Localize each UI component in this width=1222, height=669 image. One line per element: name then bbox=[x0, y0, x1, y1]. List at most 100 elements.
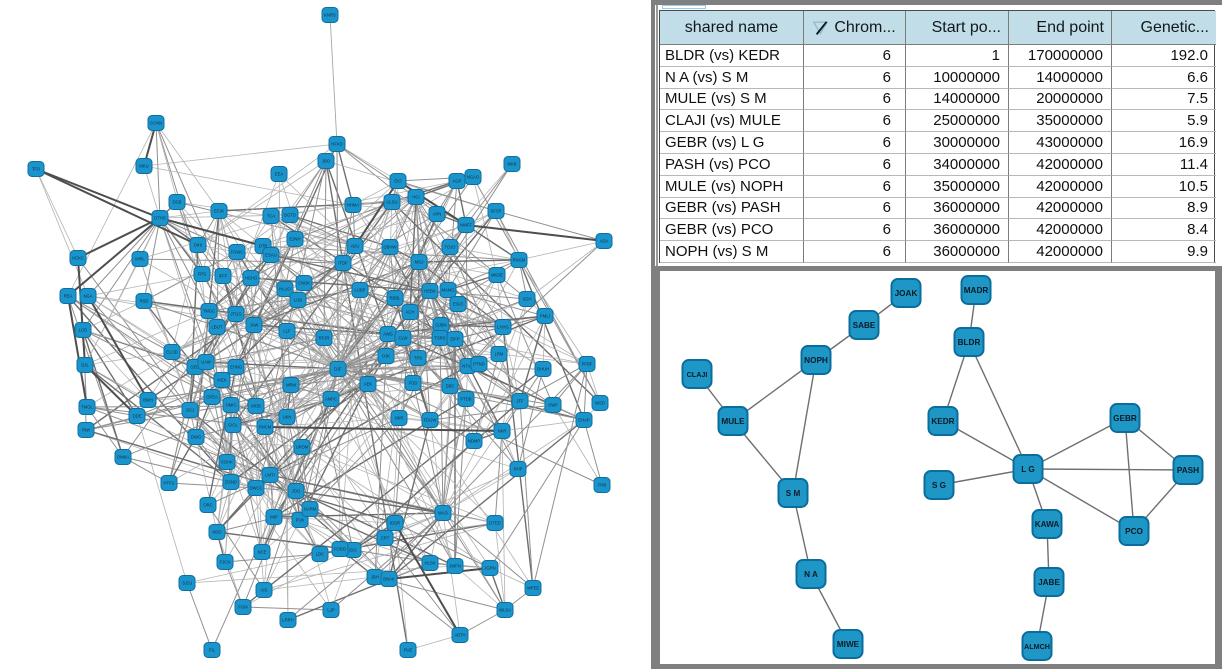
svg-text:ELOD: ELOD bbox=[166, 350, 177, 355]
svg-text:NTAM: NTAM bbox=[462, 364, 474, 369]
svg-text:LUBP: LUBP bbox=[355, 288, 366, 293]
svg-text:ACH: ACH bbox=[406, 310, 415, 315]
svg-text:ULSU: ULSU bbox=[386, 200, 397, 205]
svg-text:KEDR: KEDR bbox=[931, 417, 954, 426]
svg-text:AIS: AIS bbox=[261, 588, 268, 593]
svg-text:OMIC: OMIC bbox=[226, 403, 237, 408]
svg-text:ABTH: ABTH bbox=[454, 633, 465, 638]
svg-text:DTED: DTED bbox=[489, 521, 500, 526]
svg-text:KNRS: KNRS bbox=[324, 13, 336, 18]
svg-text:DWG: DWG bbox=[191, 435, 201, 440]
svg-text:OMKA: OMKA bbox=[117, 455, 130, 460]
svg-text:RHP: RHP bbox=[514, 467, 523, 472]
svg-text:MAMG: MAMG bbox=[441, 288, 454, 293]
svg-text:ITDF: ITDF bbox=[338, 261, 348, 266]
svg-text:APN: APN bbox=[433, 212, 442, 217]
svg-text:PCO: PCO bbox=[1125, 527, 1143, 536]
svg-text:OJBN: OJBN bbox=[435, 323, 446, 328]
svg-text:IDG: IDG bbox=[349, 548, 356, 553]
svg-text:AWG: AWG bbox=[383, 332, 393, 337]
svg-text:REA: REA bbox=[64, 294, 73, 299]
svg-text:FJCN: FJCN bbox=[220, 560, 231, 565]
svg-text:TMGC: TMGC bbox=[203, 309, 215, 314]
svg-text:TCA: TCA bbox=[267, 214, 276, 219]
svg-text:OHUH: OHUH bbox=[537, 367, 549, 372]
svg-text:ADA: ADA bbox=[600, 239, 609, 244]
svg-text:LHHG: LHHG bbox=[497, 325, 509, 330]
svg-text:CLAJI: CLAJI bbox=[687, 370, 708, 379]
svg-text:RSD: RSD bbox=[140, 299, 149, 304]
svg-text:CICL: CICL bbox=[228, 423, 238, 428]
svg-text:SABE: SABE bbox=[853, 321, 876, 330]
svg-text:DTB: DTB bbox=[259, 244, 268, 249]
svg-text:KAWA: KAWA bbox=[1035, 520, 1060, 529]
svg-text:TPS: TPS bbox=[414, 356, 422, 361]
svg-text:JAW: JAW bbox=[250, 323, 259, 328]
svg-text:ESAU: ESAU bbox=[265, 253, 276, 258]
svg-text:TSRS: TSRS bbox=[434, 336, 445, 341]
svg-text:GEO: GEO bbox=[190, 365, 200, 370]
svg-text:PFBF: PFBF bbox=[582, 362, 593, 367]
svg-text:OJL: OJL bbox=[81, 363, 89, 368]
svg-text:LDC: LDC bbox=[316, 552, 324, 557]
svg-text:AGP: AGP bbox=[453, 179, 462, 184]
svg-text:FPG: FPG bbox=[198, 272, 207, 277]
svg-text:EIGO: EIGO bbox=[453, 302, 464, 307]
svg-text:FGM: FGM bbox=[238, 605, 248, 610]
svg-text:HEBK: HEBK bbox=[424, 289, 436, 294]
svg-text:HLUO: HLUO bbox=[279, 287, 291, 292]
svg-text:OBHW: OBHW bbox=[383, 245, 396, 250]
svg-text:PMLI: PMLI bbox=[540, 314, 550, 319]
svg-text:WPEE: WPEE bbox=[527, 586, 540, 591]
svg-text:HCKC: HCKC bbox=[72, 256, 84, 261]
svg-text:BLDR: BLDR bbox=[958, 338, 981, 347]
svg-text:DIHI: DIHI bbox=[194, 243, 202, 248]
svg-text:JOO: JOO bbox=[292, 489, 301, 494]
svg-text:UKN: UKN bbox=[283, 415, 292, 420]
svg-text:KGHK: KGHK bbox=[221, 460, 233, 465]
svg-text:NWFF: NWFF bbox=[460, 223, 473, 228]
svg-text:WLSA: WLSA bbox=[499, 608, 511, 613]
svg-text:AMPC: AMPC bbox=[325, 397, 337, 402]
svg-text:IKEK: IKEK bbox=[217, 378, 227, 383]
svg-text:BGTD: BGTD bbox=[284, 213, 296, 218]
svg-text:OWF: OWF bbox=[548, 403, 558, 408]
svg-text:SGH: SGH bbox=[522, 297, 531, 302]
svg-text:NDG: NDG bbox=[212, 530, 221, 535]
svg-text:ADU: ADU bbox=[351, 244, 360, 249]
svg-text:IDSR: IDSR bbox=[390, 521, 400, 526]
svg-text:DTHS: DTHS bbox=[154, 216, 166, 221]
svg-text:AEK: AEK bbox=[364, 382, 373, 387]
svg-text:MOB: MOB bbox=[251, 404, 261, 409]
svg-text:LRRH: LRRH bbox=[282, 618, 293, 623]
svg-text:FDGW: FDGW bbox=[424, 418, 437, 423]
svg-text:NCE: NCE bbox=[258, 550, 267, 555]
svg-text:FIL: FIL bbox=[209, 648, 216, 653]
svg-text:CNOK: CNOK bbox=[298, 281, 310, 286]
svg-text:NGA: NGA bbox=[83, 294, 92, 299]
svg-text:EEA: EEA bbox=[275, 172, 284, 177]
svg-text:OARM: OARM bbox=[304, 507, 317, 512]
svg-text:MRM: MRM bbox=[286, 383, 297, 388]
svg-text:MKDE: MKDE bbox=[491, 273, 503, 278]
svg-text:HHMA: HHMA bbox=[347, 203, 360, 208]
svg-text:DSND: DSND bbox=[225, 480, 237, 485]
svg-text:OCJ: OCJ bbox=[186, 408, 194, 413]
svg-text:BNAK: BNAK bbox=[383, 577, 395, 582]
svg-text:MADR: MADR bbox=[964, 286, 989, 295]
svg-text:S G: S G bbox=[932, 481, 946, 490]
svg-text:JBH: JBH bbox=[371, 575, 379, 580]
svg-text:DCB: DCB bbox=[173, 200, 182, 205]
svg-text:LCD: LCD bbox=[79, 328, 87, 333]
svg-text:LMTI: LMTI bbox=[265, 473, 275, 478]
svg-text:JTGG: JTGG bbox=[230, 312, 241, 317]
svg-text:JTF: JTF bbox=[516, 399, 524, 404]
svg-text:MOJ: MOJ bbox=[415, 260, 424, 265]
svg-text:TOJO: TOJO bbox=[444, 245, 456, 250]
svg-text:LLF: LLF bbox=[283, 329, 291, 334]
svg-text:NDMP: NDMP bbox=[468, 439, 481, 444]
svg-text:RBBL: RBBL bbox=[390, 296, 402, 301]
svg-text:N A: N A bbox=[804, 570, 818, 579]
svg-text:MIWE: MIWE bbox=[837, 640, 860, 649]
svg-text:EIFP: EIFP bbox=[450, 337, 460, 342]
